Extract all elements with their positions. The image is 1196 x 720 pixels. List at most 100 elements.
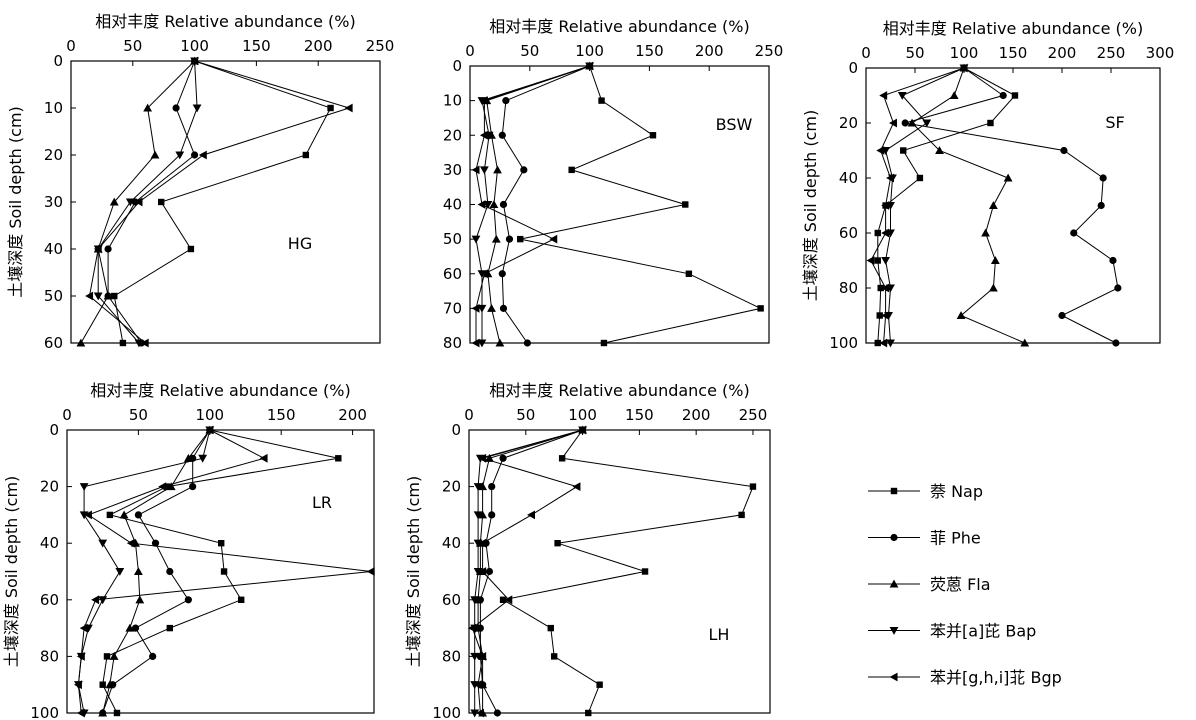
- y-tick-label-lr: 100: [30, 704, 59, 720]
- x-tick-label-sf: 300: [1146, 44, 1175, 62]
- data-point-lr-3: [79, 511, 89, 520]
- data-point-bsw-0: [682, 201, 689, 208]
- data-point-hg-3: [134, 339, 144, 348]
- panel-lr: 相对丰度 Relative abundance (%) 0 50 100 150 200 0…: [2, 381, 375, 720]
- data-point-lr-2: [109, 652, 119, 660]
- data-point-lr-3: [115, 567, 125, 576]
- data-point-sf-0: [1011, 92, 1019, 99]
- x-tick-label-lr: 50: [129, 406, 148, 424]
- y-tick-label-bsw: 20: [443, 126, 462, 144]
- data-point-bsw-4: [549, 234, 558, 244]
- data-point-sf-3: [897, 91, 907, 100]
- x-tick-label-lh: 200: [682, 406, 711, 424]
- panel-sf: 相对丰度 Relative abundance (%)0 50 100 150 200 2…: [801, 19, 1174, 352]
- data-point-sf-4: [876, 146, 885, 155]
- x-tick-label-lr: 0: [62, 406, 72, 424]
- data-point-sf-2: [990, 256, 1000, 265]
- data-point-lr-4: [126, 538, 135, 548]
- data-point-lh-3: [470, 709, 480, 718]
- data-point-lh-1: [488, 483, 496, 491]
- data-point-bsw-1: [520, 166, 528, 174]
- data-point-lr-3: [98, 539, 108, 548]
- data-point-lh-1: [493, 709, 501, 717]
- data-point-hg-2: [109, 197, 119, 206]
- legend-label: 萘 Nap: [930, 482, 983, 501]
- plot-frame-bsw: [469, 65, 770, 344]
- data-point-lr-1: [134, 511, 142, 519]
- data-point-sf-0: [874, 229, 881, 237]
- legend-label: 苯并[a]芘 Bap: [930, 622, 1036, 641]
- data-point-sf-2: [989, 201, 998, 210]
- x-tick-label-lh: 100: [568, 406, 597, 424]
- data-point-lh-0: [641, 568, 649, 575]
- data-point-hg-4: [344, 103, 353, 113]
- axis-title-sf: 相对丰度 Relative abundance (%): [883, 19, 1143, 38]
- data-point-sf-1: [1060, 146, 1068, 155]
- data-point-lh-3: [473, 539, 483, 548]
- data-point-hg-0: [302, 151, 310, 159]
- x-tick-label-hg: 150: [242, 37, 271, 55]
- data-point-lr-2: [133, 567, 143, 576]
- data-point-lr-4: [84, 510, 92, 520]
- data-point-lh-1: [485, 567, 494, 576]
- data-point-lh-0: [499, 596, 507, 603]
- data-point-lh-3: [473, 483, 483, 491]
- data-point-lh-0: [749, 483, 757, 490]
- data-point-sf-2: [907, 118, 917, 127]
- data-point-sf-0: [916, 174, 924, 182]
- axis-title-lh: 相对丰度 Relative abundance (%): [489, 381, 749, 400]
- data-point-hg-2: [143, 103, 153, 112]
- series-line-sf-3: [885, 67, 965, 344]
- data-point-sf-1: [1058, 311, 1066, 320]
- y-axis-label-lh: 土壤深度 Soil depth (cm): [404, 476, 423, 668]
- y-tick-label-lr: 0: [49, 421, 59, 439]
- data-point-lr-0: [163, 483, 171, 490]
- data-point-lh-4: [527, 510, 535, 520]
- x-tick-label-hg: 0: [66, 37, 76, 55]
- data-point-bsw-3: [483, 200, 493, 209]
- legend-marker: [889, 626, 899, 635]
- data-point-lr-0: [103, 653, 111, 660]
- x-tick-label-bsw: 250: [755, 42, 784, 60]
- data-point-hg-2: [150, 150, 160, 159]
- axis-title-lr: 相对丰度 Relative abundance (%): [90, 381, 350, 400]
- data-point-bsw-2: [491, 234, 501, 243]
- data-point-bsw-3: [477, 304, 487, 313]
- data-point-sf-4: [879, 338, 888, 348]
- data-point-lh-1: [488, 511, 496, 519]
- x-tick-label-lh: 250: [739, 406, 768, 424]
- data-point-lh-4: [572, 482, 581, 491]
- data-point-lr-0: [113, 709, 121, 717]
- y-tick-label-bsw: 80: [443, 334, 462, 352]
- y-tick-label-sf: 40: [839, 169, 858, 187]
- data-point-hg-4: [190, 56, 199, 66]
- data-point-lh-0: [585, 709, 592, 717]
- series-line-bsw-1: [501, 65, 590, 344]
- series-line-lr-3: [77, 429, 211, 714]
- y-tick-label-bsw: 60: [443, 265, 462, 283]
- data-point-bsw-1: [502, 97, 510, 105]
- data-point-lh-1: [499, 454, 507, 462]
- data-point-sf-1: [1109, 256, 1117, 265]
- data-point-bsw-1: [499, 200, 508, 209]
- data-point-lh-4: [473, 680, 482, 690]
- data-point-bsw-0: [517, 235, 524, 243]
- x-tick-label-lh: 50: [516, 406, 535, 424]
- data-point-sf-2: [1003, 173, 1013, 182]
- legend-marker: [890, 487, 898, 495]
- data-point-sf-2: [981, 228, 990, 237]
- data-point-hg-4: [140, 338, 149, 348]
- panel-label-bsw: BSW: [716, 115, 753, 134]
- x-tick-label-bsw: 150: [635, 42, 664, 60]
- data-point-bsw-1: [499, 304, 508, 312]
- y-tick-label-hg: 30: [44, 193, 63, 211]
- x-tick-label-lr: 200: [338, 406, 367, 424]
- series-line-lh-0: [501, 429, 754, 714]
- data-point-lr-3: [198, 454, 208, 463]
- data-point-hg-4: [134, 197, 143, 207]
- data-point-bsw-0: [685, 270, 693, 277]
- y-tick-label-hg: 10: [44, 99, 63, 117]
- data-point-lr-0: [220, 568, 228, 575]
- data-point-sf-3: [886, 339, 895, 348]
